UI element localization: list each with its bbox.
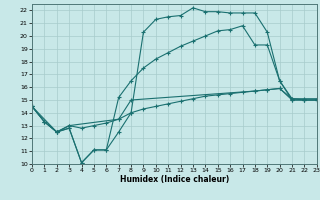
X-axis label: Humidex (Indice chaleur): Humidex (Indice chaleur): [120, 175, 229, 184]
